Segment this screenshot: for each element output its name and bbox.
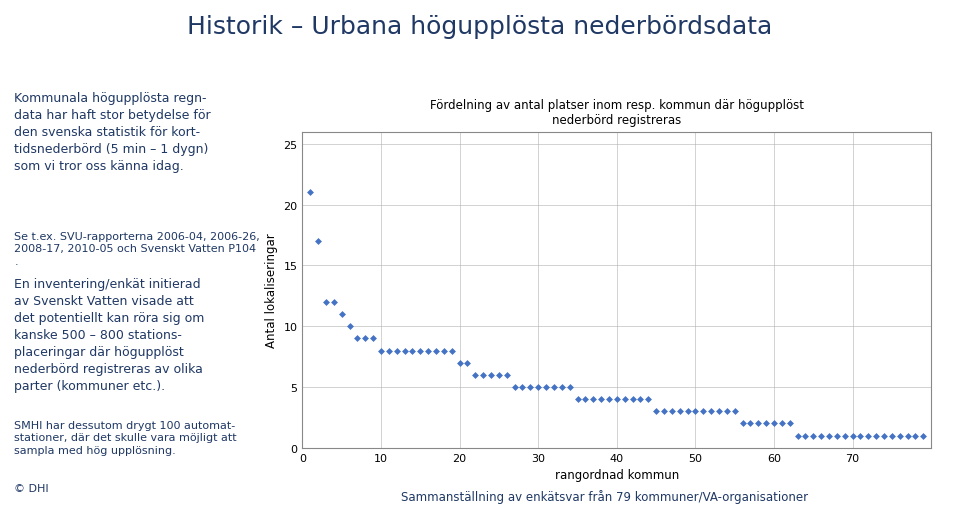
Point: [790, 432, 805, 440]
Point: [396, 347, 412, 355]
Point: [366, 334, 381, 343]
Point: [625, 395, 640, 404]
Point: [586, 395, 601, 404]
Point: [593, 395, 609, 404]
Point: [310, 238, 325, 246]
Text: © DHI: © DHI: [14, 484, 49, 494]
Point: [860, 432, 876, 440]
Point: [711, 407, 727, 415]
Point: [822, 432, 837, 440]
Text: SMHI har dessutom drygt 100 automat-
stationer, där det skulle vara möjligt att
: SMHI har dessutom drygt 100 automat- sta…: [14, 420, 237, 455]
Point: [751, 419, 766, 428]
Point: [507, 383, 522, 391]
Point: [522, 383, 538, 391]
Point: [554, 383, 569, 391]
Point: [813, 432, 828, 440]
Point: [452, 359, 468, 367]
Point: [805, 432, 821, 440]
Point: [704, 407, 719, 415]
Point: [357, 334, 372, 343]
Point: [531, 383, 546, 391]
Point: [601, 395, 616, 404]
Text: Se t.ex. SVU-rapporterna 2006-04, 2006-26,
2008-17, 2010-05 och Svenskt Vatten P: Se t.ex. SVU-rapporterna 2006-04, 2006-2…: [14, 232, 260, 266]
Point: [460, 359, 475, 367]
Point: [405, 347, 420, 355]
Point: [562, 383, 577, 391]
Point: [719, 407, 734, 415]
Point: [640, 395, 656, 404]
Point: [908, 432, 924, 440]
Point: [515, 383, 530, 391]
Point: [444, 347, 460, 355]
Point: [735, 419, 751, 428]
Point: [680, 407, 695, 415]
Text: Sammanställning av enkätsvar från 79 kommuner/VA-organisationer: Sammanställning av enkätsvar från 79 kom…: [401, 489, 808, 502]
Point: [319, 298, 334, 306]
Point: [900, 432, 915, 440]
Point: [845, 432, 860, 440]
Point: [499, 371, 515, 379]
Point: [483, 371, 499, 379]
Point: [869, 432, 884, 440]
Point: [428, 347, 444, 355]
Point: [829, 432, 845, 440]
Point: [475, 371, 491, 379]
Point: [696, 407, 711, 415]
Point: [436, 347, 451, 355]
Point: [326, 298, 342, 306]
Point: [302, 189, 318, 197]
Point: [413, 347, 428, 355]
Point: [546, 383, 562, 391]
Point: [539, 383, 554, 391]
Point: [334, 310, 349, 319]
Point: [381, 347, 396, 355]
Point: [420, 347, 436, 355]
Point: [373, 347, 389, 355]
Title: Fördelning av antal platser inom resp. kommun där högupplöst
nederbörd registrer: Fördelning av antal platser inom resp. k…: [430, 99, 804, 127]
Point: [389, 347, 404, 355]
Point: [609, 395, 624, 404]
Point: [743, 419, 758, 428]
Point: [892, 432, 907, 440]
Point: [766, 419, 781, 428]
Text: Kommunala högupplösta regn-
data har haft stor betydelse för
den svenska statist: Kommunala högupplösta regn- data har haf…: [14, 92, 211, 173]
Point: [633, 395, 648, 404]
Point: [758, 419, 774, 428]
Point: [492, 371, 507, 379]
Y-axis label: Antal lokaliseringar: Antal lokaliseringar: [265, 233, 277, 347]
Point: [468, 371, 483, 379]
Text: En inventering/enkät initierad
av Svenskt Vatten visade att
det potentiellt kan : En inventering/enkät initierad av Svensk…: [14, 277, 204, 392]
Point: [342, 323, 357, 331]
Point: [617, 395, 633, 404]
Text: Historik – Urbana högupplösta nederbördsdata: Historik – Urbana högupplösta nederbörds…: [187, 15, 773, 39]
Point: [349, 334, 365, 343]
Point: [916, 432, 931, 440]
Point: [852, 432, 868, 440]
Point: [782, 419, 798, 428]
Point: [727, 407, 742, 415]
Point: [876, 432, 892, 440]
Point: [570, 395, 586, 404]
Point: [672, 407, 687, 415]
Point: [687, 407, 703, 415]
Point: [657, 407, 672, 415]
Point: [578, 395, 593, 404]
Point: [837, 432, 852, 440]
Point: [798, 432, 813, 440]
X-axis label: rangordnad kommun: rangordnad kommun: [555, 468, 679, 482]
Point: [648, 407, 663, 415]
Point: [884, 432, 900, 440]
Point: [774, 419, 789, 428]
Point: [664, 407, 680, 415]
